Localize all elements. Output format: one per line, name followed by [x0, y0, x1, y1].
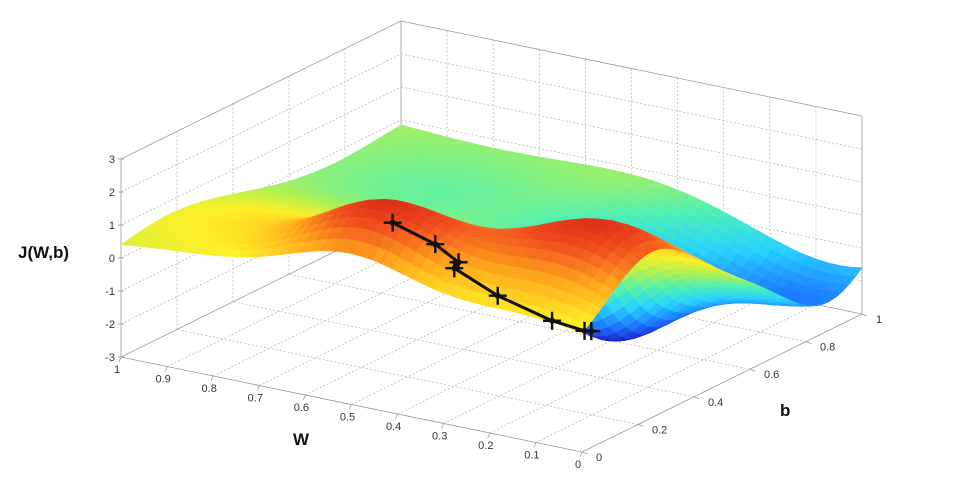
w-tick-mark: [349, 404, 352, 410]
b-tick-label: 0.8: [820, 342, 835, 354]
z-tick-label: -3: [105, 352, 115, 364]
w-tick-label: 0.1: [524, 450, 539, 462]
b-axis-title: b: [780, 401, 790, 420]
w-tick-mark: [533, 442, 537, 448]
floor-grid-line: [535, 304, 817, 443]
tick-labels: 3210-1-2-310.90.80.70.60.50.40.30.20.100…: [105, 154, 882, 471]
b-tick-label: 0.4: [708, 397, 723, 409]
w-tick-mark: [303, 394, 306, 401]
w-tick-mark: [579, 451, 583, 458]
w-tick-mark: [210, 375, 214, 382]
floor-edge: [581, 313, 863, 453]
b-tick-mark: [693, 396, 700, 400]
descent-step-point: [588, 328, 595, 335]
z-tick-label: -1: [105, 286, 115, 298]
z-tick-label: 1: [109, 220, 115, 232]
descent-step-point: [451, 265, 458, 272]
back-wall-grid-line: [400, 86, 863, 183]
w-tick-mark: [487, 432, 491, 439]
descent-path: [383, 213, 601, 341]
cost-surface: [120, 124, 863, 342]
w-tick-label: 0.4: [386, 421, 401, 433]
w-tick-label: 0.7: [248, 393, 263, 405]
b-tick-label: 1: [876, 314, 882, 326]
z-tick-label: 3: [109, 154, 115, 166]
b-tick-mark: [637, 424, 644, 427]
side-wall-grid-line: [120, 86, 402, 226]
b-tick-mark: [749, 368, 756, 372]
w-tick-label: 0.5: [340, 412, 355, 424]
floor-grid-line: [176, 329, 639, 425]
w-axis-title: W: [293, 430, 310, 449]
z-tick-label: 0: [109, 253, 115, 265]
z-tick-label: -2: [105, 319, 115, 331]
top-edge: [120, 20, 402, 160]
w-tick-mark: [118, 356, 122, 363]
b-tick-label: 0: [596, 452, 602, 464]
w-tick-mark: [395, 413, 398, 420]
descent-step-point: [389, 219, 396, 226]
descent-step-point: [494, 292, 501, 299]
z-tick-label: 2: [109, 187, 115, 199]
w-tick-label: 0.6: [294, 402, 309, 414]
w-tick-label: 0.9: [155, 374, 170, 386]
w-tick-mark: [256, 385, 260, 391]
side-wall-grid-line: [120, 53, 402, 193]
b-tick-mark: [805, 341, 812, 344]
back-wall-grid-line: [400, 119, 863, 216]
w-tick-mark: [441, 423, 445, 429]
z-axis-title: J(W,b): [18, 243, 69, 262]
floor-grid-line: [232, 301, 695, 398]
floor-grid-line: [288, 273, 751, 370]
w-tick-mark: [164, 366, 168, 372]
descent-step-point: [549, 317, 556, 324]
w-tick-label: 0: [575, 459, 581, 471]
back-wall-grid-line: [400, 53, 863, 150]
floor-grid-line: [489, 294, 770, 434]
b-tick-label: 0.6: [764, 369, 779, 381]
w-tick-label: 0.3: [432, 431, 447, 443]
back-wall-grid-line: [400, 152, 863, 249]
descent-path-line: [392, 221, 592, 333]
w-tick-label: 0.2: [478, 440, 493, 452]
descent-step-point: [432, 241, 439, 248]
descent-step-point: [455, 259, 462, 266]
w-tick-label: 1: [114, 364, 120, 376]
w-tick-label: 0.8: [202, 383, 217, 395]
b-tick-label: 0.2: [652, 424, 667, 436]
b-tick-mark: [581, 451, 588, 455]
b-tick-mark: [861, 313, 868, 317]
